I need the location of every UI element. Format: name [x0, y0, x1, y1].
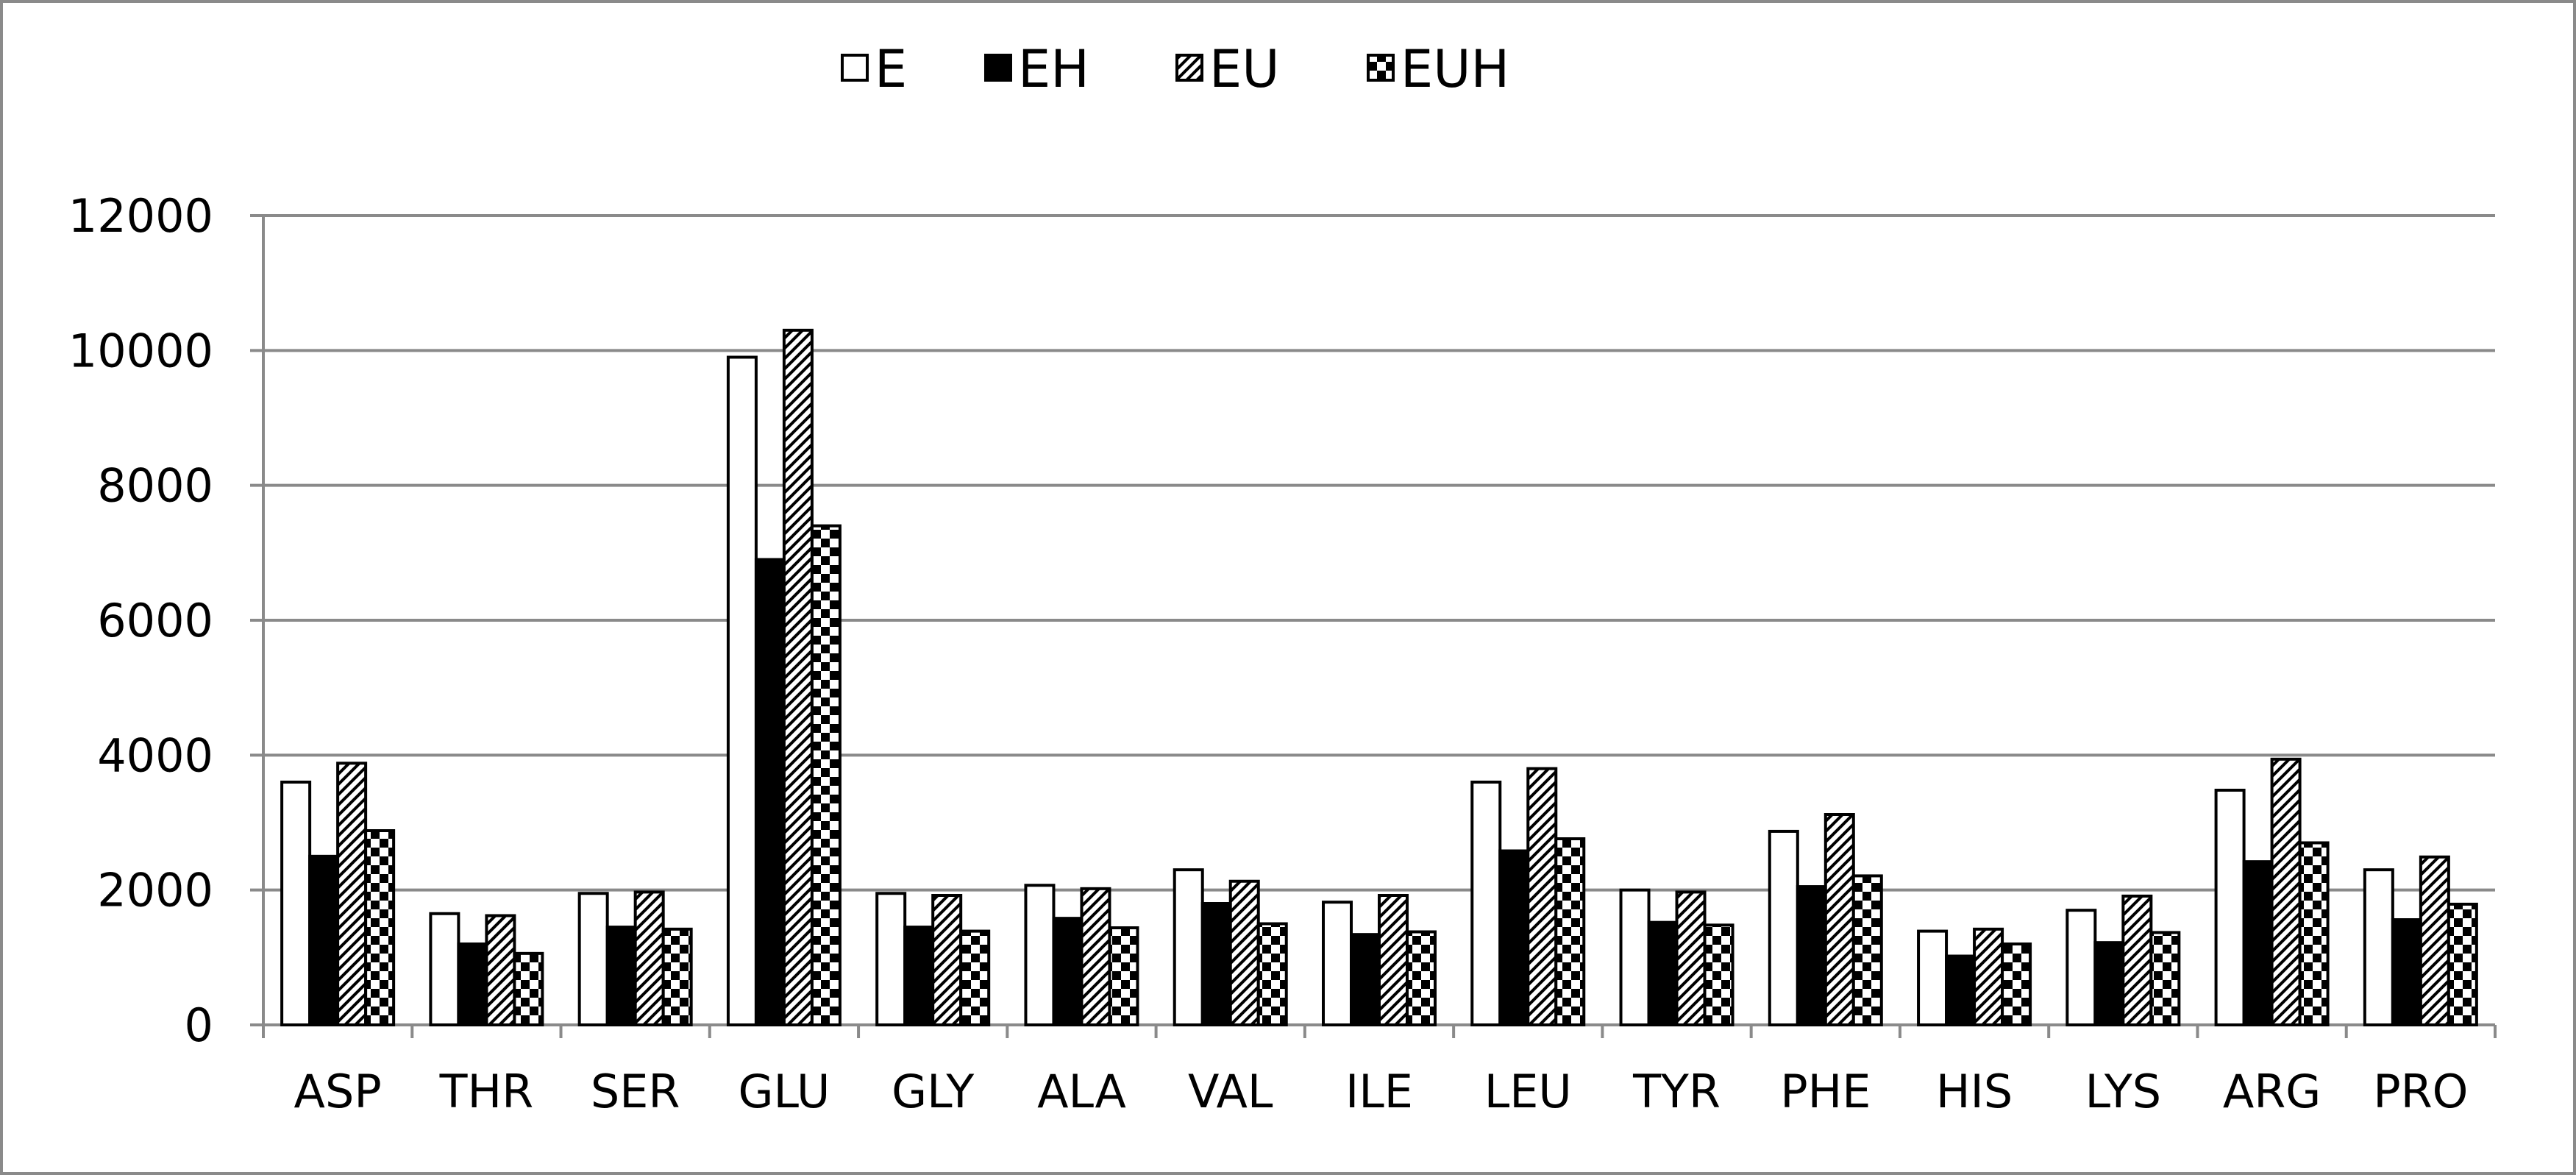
bar-e-ile: [1322, 901, 1353, 1026]
bar-e-ser: [577, 892, 609, 1026]
bar-euh-thr: [513, 951, 544, 1027]
legend-label-euh: EUH: [1401, 39, 1509, 99]
bar-eh-tyr: [1647, 920, 1679, 1026]
x-axis-tick-labels: ASP THR SER GLU GLY ALA VAL ILE LEU TYR PHE HIS LYS A…: [294, 1065, 2469, 1118]
legend: E EH EU EUH: [841, 39, 1509, 99]
x-tick-label: ILE: [1345, 1065, 1413, 1118]
bar-euh-val: [1256, 922, 1288, 1026]
bar-eu-ser: [633, 890, 665, 1026]
bar-e-gly: [875, 892, 907, 1026]
bar-eu-his: [1973, 927, 2004, 1027]
legend-label-e: E: [875, 39, 907, 99]
bar-e-his: [1917, 929, 1949, 1027]
bar-eh-val: [1200, 902, 1232, 1026]
bar-eu-pro: [2419, 855, 2450, 1026]
x-tick-label: PRO: [2373, 1065, 2468, 1118]
bar-eu-val: [1228, 879, 1260, 1026]
legend-swatch-eh: [984, 54, 1012, 82]
legend-label-eu: EU: [1209, 39, 1279, 99]
bar-eh-leu: [1498, 849, 1530, 1026]
y-axis-tick-labels: 0 2000 4000 6000 8000 10000 12000: [68, 189, 213, 1052]
bar-e-lys: [2066, 909, 2097, 1026]
bar-eu-ala: [1080, 887, 1111, 1027]
bar-eu-leu: [1526, 767, 1558, 1026]
x-tick-label: GLY: [892, 1065, 974, 1118]
gridlines: [263, 214, 2495, 892]
y-tick-label: 6000: [97, 594, 213, 647]
bar-euh-lys: [2149, 931, 2181, 1026]
bars: [280, 328, 2478, 1027]
bar-euh-tyr: [1703, 923, 1734, 1027]
bar-eh-thr: [457, 943, 488, 1026]
bar-e-ala: [1024, 884, 1056, 1026]
bar-eu-phe: [1824, 813, 1855, 1026]
bar-euh-pro: [2447, 902, 2478, 1026]
bar-eu-thr: [485, 914, 516, 1026]
bar-e-phe: [1768, 829, 1799, 1026]
bar-e-thr: [429, 912, 460, 1026]
bar-e-arg: [2214, 789, 2246, 1026]
x-tick-label: THR: [439, 1065, 534, 1118]
legend-swatch-e: [841, 54, 869, 82]
x-tick-label: PHE: [1780, 1065, 1871, 1118]
bar-eu-gly: [931, 894, 963, 1026]
bar-eh-phe: [1796, 885, 1827, 1027]
legend-label-eh: EH: [1018, 39, 1089, 99]
x-tick-label: LYS: [2085, 1065, 2162, 1118]
bar-eh-ser: [605, 926, 637, 1027]
bar-eu-lys: [2121, 894, 2153, 1026]
bar-euh-asp: [364, 829, 396, 1026]
y-tick-label: 8000: [97, 459, 213, 513]
bar-e-tyr: [1619, 888, 1651, 1026]
x-tick-label: TYR: [1632, 1065, 1721, 1118]
y-tick-label: 2000: [97, 864, 213, 917]
bar-e-pro: [2363, 868, 2394, 1026]
bar-euh-his: [2001, 943, 2032, 1026]
bar-euh-phe: [1851, 874, 1883, 1026]
bar-euh-arg: [2298, 841, 2330, 1026]
bar-eh-ile: [1350, 933, 1381, 1026]
bar-eh-asp: [308, 854, 340, 1027]
x-tick-label: ASP: [294, 1065, 382, 1118]
bar-e-glu: [726, 355, 758, 1026]
bar-eu-arg: [2270, 757, 2302, 1027]
bar-eh-pro: [2391, 918, 2422, 1026]
bar-eh-glu: [754, 558, 786, 1026]
x-tick-label: LEU: [1484, 1065, 1572, 1118]
x-tick-label: GLU: [738, 1065, 830, 1118]
bar-e-val: [1173, 868, 1204, 1026]
x-tick-label: ARG: [2223, 1065, 2321, 1118]
y-tick-label: 4000: [97, 728, 213, 782]
bar-euh-glu: [810, 524, 842, 1026]
y-tick-label: 10000: [68, 324, 213, 377]
bar-e-asp: [280, 781, 312, 1026]
bar-eh-ala: [1052, 917, 1084, 1026]
x-tick-label: SER: [591, 1065, 680, 1118]
bar-eh-arg: [2242, 860, 2274, 1026]
bar-eu-ile: [1378, 894, 1409, 1026]
bar-euh-ile: [1406, 930, 1437, 1026]
bar-eh-gly: [903, 926, 935, 1027]
x-tick-label: VAL: [1188, 1065, 1273, 1118]
bar-eh-lys: [2093, 941, 2125, 1026]
bar-eu-asp: [336, 762, 368, 1027]
x-tick-label: ALA: [1037, 1065, 1126, 1118]
y-tick-label: 12000: [68, 189, 213, 243]
legend-swatch-euh: [1367, 54, 1395, 82]
bar-e-leu: [1470, 781, 1502, 1026]
x-tick-label: HIS: [1936, 1065, 2013, 1118]
bar-euh-ser: [661, 927, 693, 1027]
bar-eu-tyr: [1675, 890, 1707, 1026]
legend-swatch-eu: [1175, 54, 1203, 82]
y-tick-label: 0: [185, 998, 213, 1052]
bar-eh-his: [1945, 954, 1977, 1026]
bar-euh-gly: [959, 929, 991, 1027]
bar-eu-glu: [782, 328, 814, 1027]
bar-euh-leu: [1554, 837, 1586, 1026]
bar-euh-ala: [1108, 926, 1139, 1026]
